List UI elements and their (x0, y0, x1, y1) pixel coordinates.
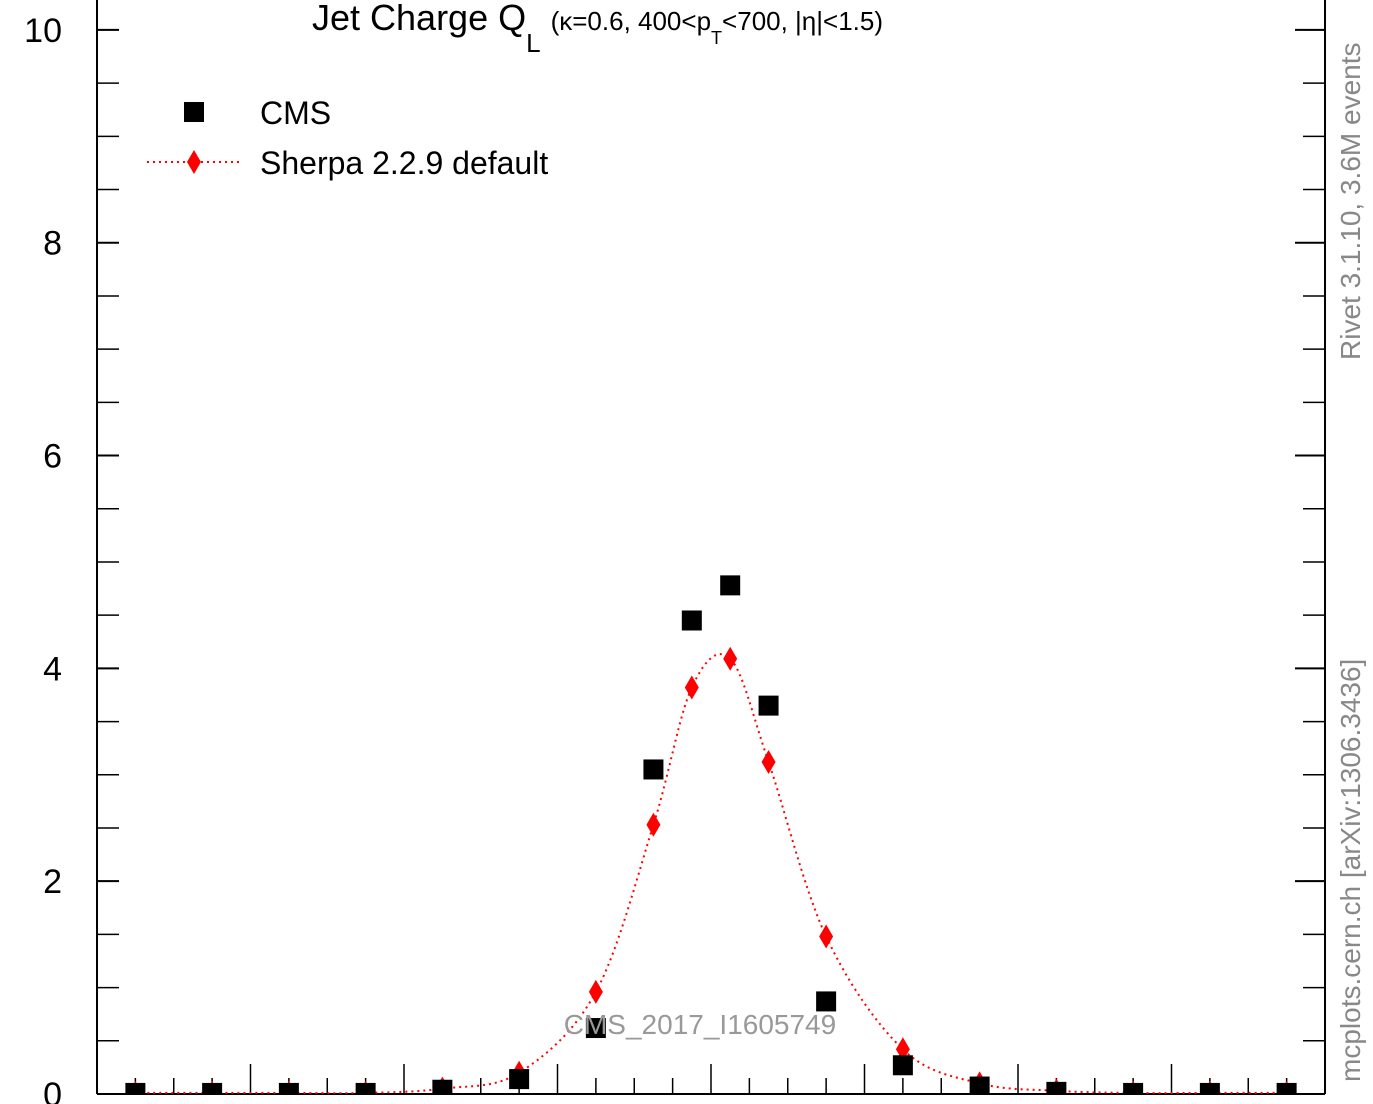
cms-point (969, 1076, 990, 1094)
cms-point (816, 991, 837, 1012)
y-tick-label: 2 (43, 863, 62, 901)
mcplots-source-label: mcplots.cern.ch [arXiv:1306.3436] (1335, 659, 1366, 1082)
y-tick-label: 0 (43, 1076, 62, 1104)
cms-point (892, 1055, 913, 1076)
legend-cms-marker (184, 102, 204, 122)
cms-point (1123, 1082, 1144, 1094)
cms-point (681, 610, 702, 631)
data-series-layer (125, 575, 1297, 1094)
cms-point (758, 695, 779, 716)
sherpa-point (684, 675, 699, 700)
cms-point (432, 1079, 453, 1094)
y-tick-label: 4 (43, 650, 62, 688)
y-tick-label: 8 (43, 225, 62, 263)
cms-point (355, 1082, 376, 1094)
chart-title: Jet Charge QL(κ=0.6, 400<pT<700, |η|<1.5… (312, 0, 883, 58)
y-axis-ticks-left (97, 28, 119, 1095)
y-axis-ticks-right (1295, 28, 1325, 1095)
legend-cms-label: CMS (260, 95, 331, 131)
sherpa-point (761, 750, 776, 775)
sherpa-point (819, 924, 834, 949)
y-tick-label: 6 (43, 438, 62, 476)
cms-point (1276, 1082, 1297, 1094)
cms-point (1199, 1082, 1220, 1094)
cms-point (585, 1018, 606, 1039)
legend-sherpa-marker (187, 150, 201, 174)
cms-point (202, 1082, 223, 1094)
sherpa-point (723, 646, 738, 671)
sherpa-point (646, 812, 661, 837)
sherpa-series-line (135, 653, 1287, 1094)
rivet-version-label: Rivet 3.1.10, 3.6M events (1335, 42, 1366, 360)
legend-sherpa-label: Sherpa 2.2.9 default (260, 145, 548, 181)
y-axis-tick-labels: 0 2 4 6 8 10 (24, 12, 62, 1104)
analysis-id-label: CMS_2017_I1605749 (564, 1009, 836, 1040)
sherpa-point (588, 979, 603, 1004)
cms-point (720, 575, 741, 596)
cms-point (1046, 1081, 1067, 1094)
cms-point (125, 1082, 146, 1094)
cms-point (643, 759, 664, 780)
cms-point (278, 1082, 299, 1094)
cms-point (509, 1069, 530, 1090)
legend: CMS Sherpa 2.2.9 default (147, 95, 548, 181)
y-tick-label: 10 (24, 12, 62, 50)
